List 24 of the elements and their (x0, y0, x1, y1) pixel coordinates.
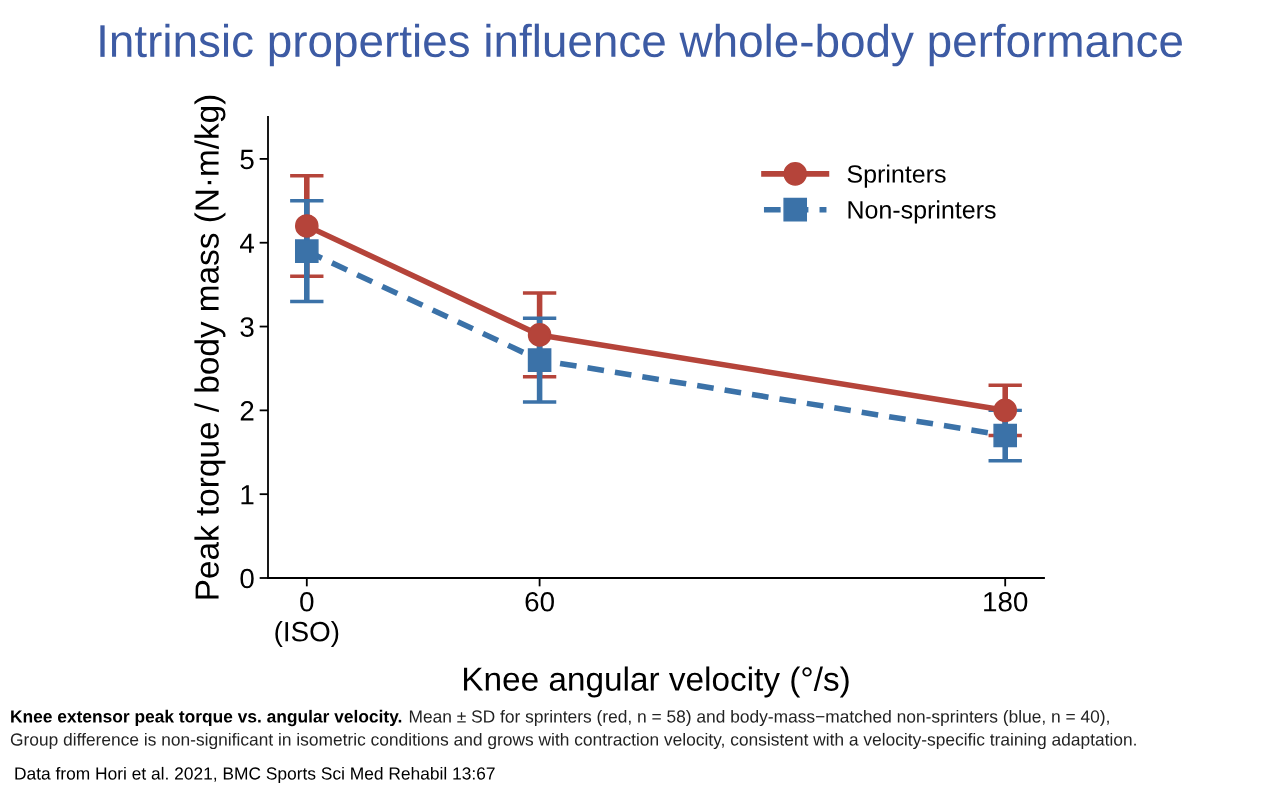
x-tick-label: 180 (984, 591, 1028, 612)
point (527, 323, 552, 347)
legend-label: Sprinters (847, 164, 946, 188)
x-axis-title: Knee angular velocity (°/s) (464, 666, 849, 698)
legend-label: Non-sprinters (848, 200, 996, 224)
text: Group difference is non-significant in isometric conditions and grows with contraction velocity, consistent with a velocity-specific training adaptation. (10, 732, 1136, 750)
text: Data from Hori et al. 2021, BMC Sports Sci Med Rehabil 13:67 (15, 766, 495, 784)
point (294, 214, 319, 238)
point (527, 348, 552, 372)
x-tick-label: 60 (525, 591, 554, 612)
point (294, 239, 319, 263)
text: Knee extensor peak torque vs. angular velocity. (11, 709, 402, 727)
point (993, 398, 1018, 423)
y-tick-label: 4 (240, 233, 254, 253)
point (993, 423, 1018, 448)
y-tick-label: 1 (241, 485, 254, 505)
y-tick-label: 0 (240, 568, 254, 589)
text: Mean ± SD for sprinters (red, n = 58) and body-mass−matched non-sprinters (blue, n = 40), (409, 709, 1109, 727)
y-tick-label: 5 (240, 149, 254, 170)
y-tick-label: 2 (240, 401, 254, 421)
y-tick-label: 3 (240, 317, 254, 337)
chart-title: Intrinsic properties influence whole-body performance (100, 23, 1182, 67)
x-tick-label: 0 (ISO) (275, 591, 339, 647)
y-axis-title: Peak torque / body mass (N·m/kg) (194, 95, 226, 599)
